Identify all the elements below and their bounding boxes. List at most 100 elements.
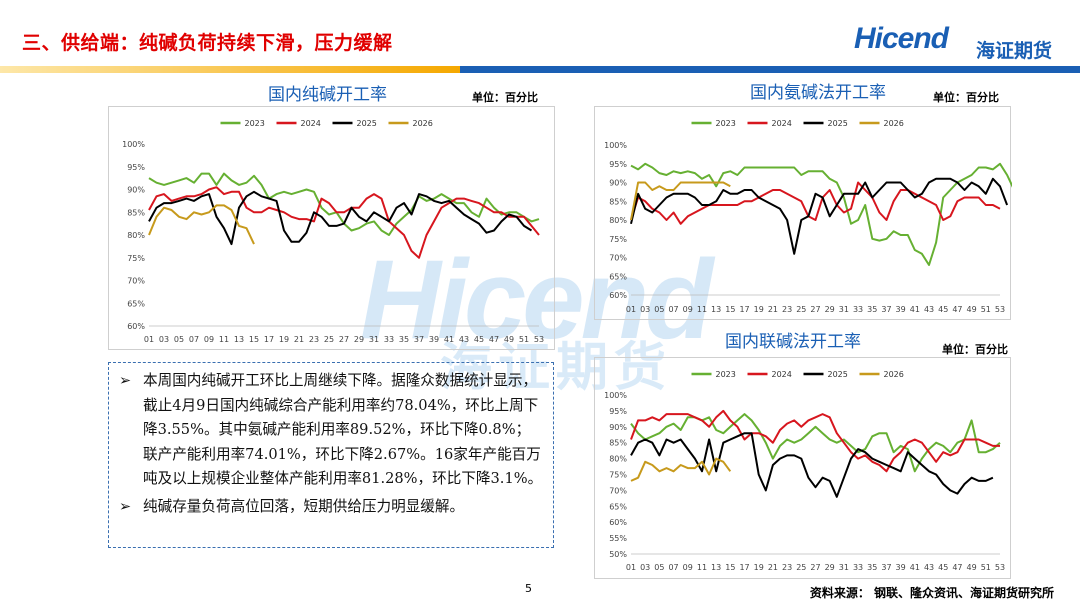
chart2-series-line-2025: [630, 177, 1009, 255]
chart1-svg: 60% 65% 70% 75% 80% 85% 90% 95% 100% 01 03 05 07 09 11…: [122, 119, 544, 344]
chart2-xtick-label: 13: [711, 305, 721, 314]
brand-logo: Hicend: [853, 22, 949, 55]
chart2-series-line-2026: [630, 181, 731, 221]
chart2-xtick-label: 35: [867, 305, 877, 314]
chart3-ytick-label: 90%: [609, 423, 627, 432]
chart3-ytick-label: 85%: [609, 439, 627, 448]
chart3-xtick-label: 45: [938, 563, 948, 572]
chart2-ytick-label: 100%: [604, 141, 627, 150]
chart2-xtick-label: 11: [697, 305, 707, 314]
chart2-ytick-label: 70%: [609, 254, 627, 263]
chart3-xtick-label: 43: [924, 563, 934, 572]
chart3-series-line-2023: [630, 413, 1001, 473]
chart1-ytick-label: 85%: [127, 208, 145, 217]
chart1-xtick-label: 13: [234, 335, 244, 344]
chart3-xtick-label: 05: [654, 563, 664, 572]
chart2-ytick-label: 60%: [609, 291, 627, 300]
chart1-panel: 60% 65% 70% 75% 80% 85% 90% 95% 100% 01 03 05 07 09 11…: [108, 106, 555, 350]
chart2-xtick-label: 25: [796, 305, 806, 314]
chart3-xtick-label: 35: [867, 563, 877, 572]
chart1-xtick-label: 25: [324, 335, 334, 344]
chart1-xtick-label: 45: [474, 335, 484, 344]
bullet-2: ➢ 纯碱存量负荷高位回落，短期供给压力明显缓解。: [119, 495, 543, 520]
chart2-xtick-label: 01: [626, 305, 636, 314]
chart1-xtick-label: 03: [159, 335, 169, 344]
chart1-ytick-label: 95%: [127, 163, 145, 172]
chart2-xtick-label: 39: [896, 305, 906, 314]
chart2-xtick-label: 41: [910, 305, 920, 314]
chart2-xtick-label: 05: [654, 305, 664, 314]
chart1-ytick-label: 90%: [127, 186, 145, 195]
chart2-ytick-label: 90%: [609, 179, 627, 188]
chart3-ytick-label: 65%: [609, 502, 627, 511]
chart3-title: 国内联碱法开工率: [725, 332, 861, 352]
chart1-series-line-2026: [148, 204, 255, 245]
chart2-xtick-label: 03: [640, 305, 650, 314]
chart1-ytick-label: 80%: [127, 231, 145, 240]
chart3-svg: 50% 55% 60% 65% 70% 75% 80% 85% 90% 95% 100% 01 03 05…: [604, 370, 1005, 572]
chart2-unit: 单位：百分比: [933, 91, 999, 104]
chart2-ytick-label: 75%: [609, 235, 627, 244]
chart2-xtick-label: 15: [725, 305, 735, 314]
chart3-legend-label-2025: 2025: [828, 370, 848, 379]
chart1-xtick-label: 51: [519, 335, 529, 344]
chart1-xtick-label: 37: [414, 335, 424, 344]
chart1-ytick-label: 100%: [122, 140, 145, 149]
bullet-1: ➢ 本周国内纯碱开工环比上周继续下降。据隆众数据统计显示，截止4月9日国内纯碱综…: [119, 369, 543, 492]
chart3-xtick-label: 07: [668, 563, 678, 572]
chart3-ytick-label: 50%: [609, 550, 627, 559]
bullet-2-text: 纯碱存量负荷高位回落，短期供给压力明显缓解。: [143, 497, 465, 515]
chart3-xtick-label: 13: [711, 563, 721, 572]
chart3-ytick-label: 55%: [609, 534, 627, 543]
chart2-xtick-label: 23: [782, 305, 792, 314]
slide-title: 三、供给端：纯碱负荷持续下滑，压力缓解: [22, 32, 393, 54]
chart3-xtick-label: 01: [626, 563, 636, 572]
chart2-xtick-label: 19: [754, 305, 764, 314]
chart1-xtick-label: 09: [204, 335, 214, 344]
chart2-legend-label-2025: 2025: [828, 119, 848, 128]
chart2-xtick-label: 53: [995, 305, 1005, 314]
chart2-xtick-label: 21: [768, 305, 778, 314]
chart1-xtick-label: 01: [144, 335, 154, 344]
chart2-xtick-label: 07: [668, 305, 678, 314]
chart1-legend-label-2026: 2026: [413, 119, 433, 128]
chart1-series-line-2024: [148, 186, 540, 259]
chart1-xtick-label: 23: [309, 335, 319, 344]
summary-textbox: ➢ 本周国内纯碱开工环比上周继续下降。据隆众数据统计显示，截止4月9日国内纯碱综…: [108, 362, 554, 548]
chart1-legend-label-2023: 2023: [245, 119, 265, 128]
chart3-ytick-label: 60%: [609, 518, 627, 527]
chart1-xtick-label: 33: [384, 335, 394, 344]
chart1-series-line-2025: [148, 190, 533, 246]
chart2-xtick-label: 51: [981, 305, 991, 314]
chart1-xtick-label: 05: [174, 335, 184, 344]
chart1-xtick-label: 07: [189, 335, 199, 344]
chart2-ytick-label: 65%: [609, 272, 627, 281]
chart3-series-line-2025: [630, 432, 994, 498]
chart3-xtick-label: 37: [881, 563, 891, 572]
chart1-legend-label-2025: 2025: [357, 119, 377, 128]
chart3-series-line-2026: [630, 457, 732, 482]
chart3-xtick-label: 39: [896, 563, 906, 572]
chart1-xtick-label: 17: [264, 335, 274, 344]
chart2-xtick-label: 31: [839, 305, 849, 314]
chart2-xtick-label: 49: [967, 305, 977, 314]
chart3-legend-label-2026: 2026: [884, 370, 904, 379]
chart3-ytick-label: 70%: [609, 486, 627, 495]
chart3-legend-label-2023: 2023: [716, 370, 736, 379]
chart2-title: 国内氨碱法开工率: [750, 83, 886, 103]
chart1-xtick-label: 35: [399, 335, 409, 344]
chart3-ytick-label: 75%: [609, 471, 627, 480]
chart1-xtick-label: 39: [429, 335, 439, 344]
chart1-xtick-label: 29: [354, 335, 364, 344]
chart3-ytick-label: 80%: [609, 455, 627, 464]
chart2-xtick-label: 29: [825, 305, 835, 314]
chart3-xtick-label: 09: [683, 563, 693, 572]
chart2-xtick-label: 47: [952, 305, 962, 314]
chart1-unit: 单位：百分比: [472, 91, 538, 104]
chart1-xtick-label: 47: [489, 335, 499, 344]
chart1-ytick-label: 70%: [127, 277, 145, 286]
brand-logo-cn: 海证期货: [975, 40, 1052, 62]
chart2-ytick-label: 95%: [609, 160, 627, 169]
chart3-xtick-label: 03: [640, 563, 650, 572]
chart2-xtick-label: 45: [938, 305, 948, 314]
